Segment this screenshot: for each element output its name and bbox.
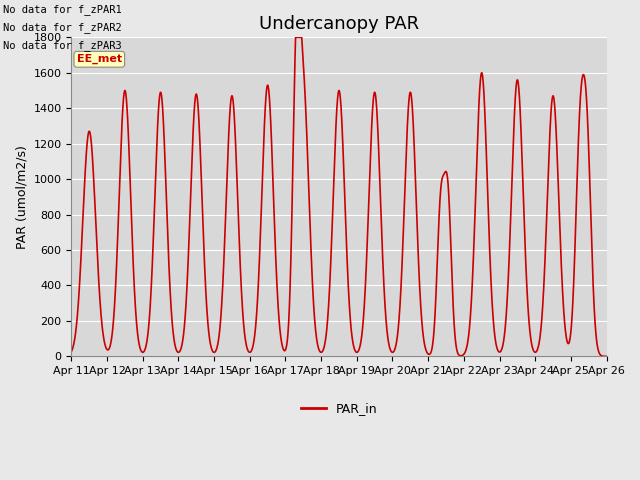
Text: EE_met: EE_met [77,54,122,64]
Text: No data for f_zPAR3: No data for f_zPAR3 [3,40,122,51]
Text: No data for f_zPAR1: No data for f_zPAR1 [3,4,122,15]
Y-axis label: PAR (umol/m2/s): PAR (umol/m2/s) [15,145,28,249]
Legend: PAR_in: PAR_in [296,397,382,420]
Title: Undercanopy PAR: Undercanopy PAR [259,15,419,33]
Text: No data for f_zPAR2: No data for f_zPAR2 [3,22,122,33]
